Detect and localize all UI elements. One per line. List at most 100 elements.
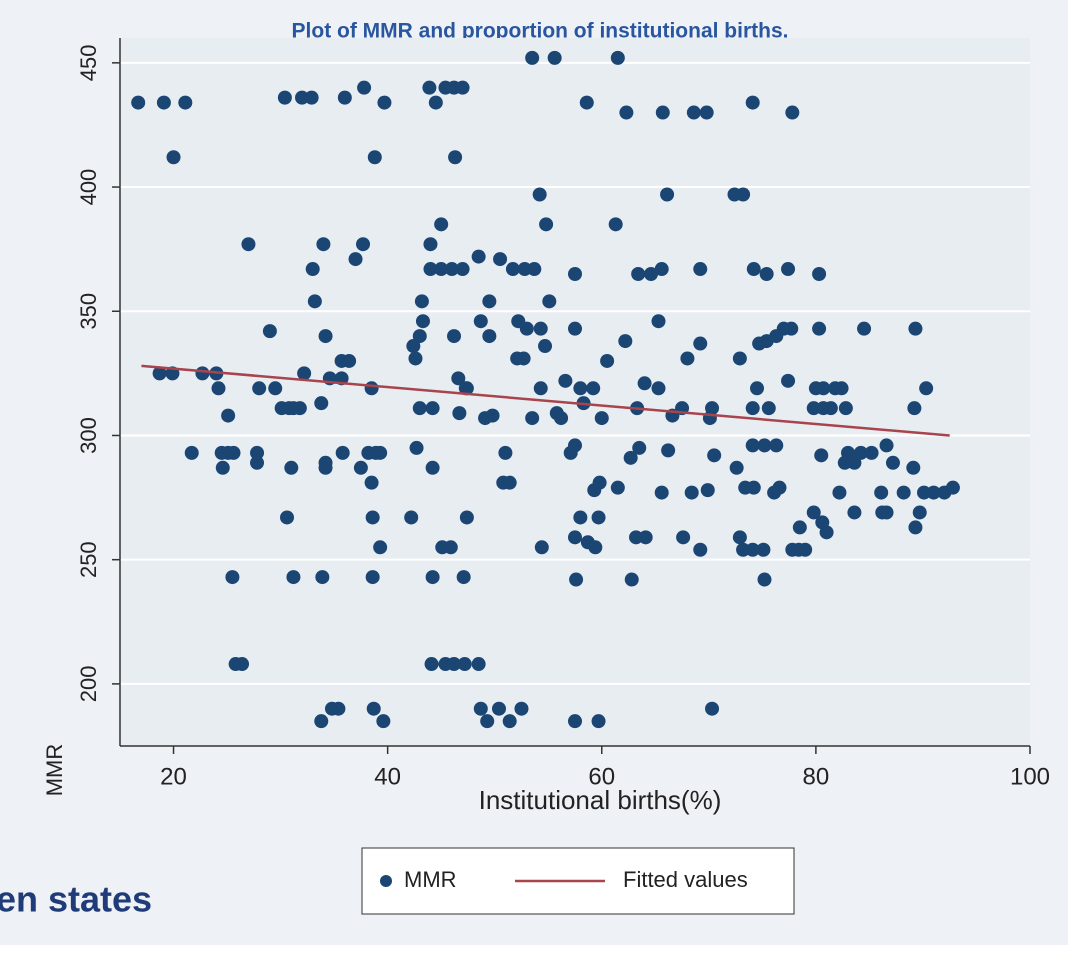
scatter-point [781, 262, 796, 277]
scatter-point [637, 376, 652, 391]
scatter-point [684, 485, 699, 500]
scatter-point [455, 80, 470, 95]
scatter-point [455, 262, 470, 277]
scatter-point [250, 455, 265, 470]
scatter-point [404, 510, 419, 525]
scatter-point [250, 445, 265, 460]
scatter-point [732, 351, 747, 366]
scatter-point [757, 572, 772, 587]
scatter-point [651, 314, 666, 329]
scatter-point [473, 701, 488, 716]
x-tick-label: 40 [374, 763, 401, 790]
scatter-point [864, 445, 879, 460]
scatter-point [482, 294, 497, 309]
scatter-point [517, 262, 532, 277]
scatter-point [756, 542, 771, 557]
scatter-point [337, 90, 352, 105]
scatter-point [806, 401, 821, 416]
scatter-point [568, 267, 582, 281]
scatter-point [608, 217, 623, 232]
scatter-point [367, 150, 382, 165]
scatter-point [527, 262, 542, 277]
scatter-point [215, 460, 230, 475]
scatter-point [618, 334, 633, 349]
scatter-point [693, 336, 708, 351]
scatter-point [781, 373, 796, 388]
scatter-point [586, 381, 601, 396]
scatter-point [814, 448, 829, 463]
scatter-point [502, 714, 517, 729]
scatter-point [485, 408, 500, 423]
scatter-point [945, 480, 960, 495]
y-axis-label: MMR [42, 744, 67, 797]
scatter-point [680, 351, 695, 366]
scatter-point [318, 329, 333, 344]
scatter-point [588, 540, 603, 555]
scatter-point [335, 445, 350, 460]
scatter-point [729, 460, 744, 475]
scatter-point [297, 366, 312, 381]
scatter-point [538, 339, 553, 354]
background-text: en states [0, 879, 152, 920]
scatter-point [847, 505, 862, 520]
scatter-point [769, 438, 784, 453]
scatter-point [412, 401, 427, 416]
scatter-point [451, 371, 466, 386]
scatter-point [459, 381, 474, 396]
scatter-point [700, 483, 715, 498]
scatter-point [568, 321, 582, 336]
scatter-point [699, 105, 714, 120]
scatter-point [314, 714, 329, 729]
scatter-point [655, 105, 670, 120]
scatter-point [917, 485, 932, 500]
scatter-point [357, 80, 372, 95]
scatter-point [342, 353, 357, 368]
scatter-point [491, 701, 506, 716]
scatter-point [364, 475, 379, 490]
x-tick-label: 80 [803, 763, 830, 790]
scatter-point [425, 570, 440, 585]
scatter-point [629, 530, 644, 545]
scatter-point [452, 406, 467, 421]
scatter-point [554, 411, 569, 426]
scatter-point [906, 460, 921, 475]
scatter-point [502, 475, 517, 490]
scatter-point [406, 339, 421, 354]
scatter-point [408, 351, 423, 366]
scatter-point [745, 95, 760, 110]
scatter-point [919, 381, 934, 396]
scatter-point [908, 321, 923, 336]
y-tick-label: 400 [76, 169, 101, 206]
scatter-point [409, 440, 424, 455]
scatter-point [784, 321, 799, 336]
scatter-point [798, 542, 813, 557]
scatter-point [907, 401, 922, 416]
scatter-point [573, 381, 588, 396]
scatter-point [568, 714, 582, 729]
scatter-point [732, 530, 747, 545]
scatter-point [252, 381, 267, 396]
scatter-point [314, 396, 329, 411]
scatter-point [823, 401, 838, 416]
scatter-point [816, 381, 831, 396]
scatter-point [547, 50, 562, 65]
scatter-point [373, 445, 388, 460]
scatter-point [318, 460, 333, 475]
legend-label: Fitted values [623, 867, 748, 892]
scatter-point [806, 505, 821, 520]
scatter-point [736, 187, 751, 202]
scatter-point [558, 373, 573, 388]
scatter-point [434, 262, 449, 277]
scatter-point [448, 150, 463, 165]
scatter-point [365, 570, 380, 585]
scatter-point [745, 401, 760, 416]
scatter-point [447, 657, 462, 672]
scatter-point [610, 480, 625, 495]
scatter-point [745, 438, 760, 453]
scatter-point [693, 542, 708, 557]
scatter-point [772, 480, 787, 495]
scatter-point [591, 714, 606, 729]
scatter-point [785, 105, 800, 120]
scatter-point [534, 540, 549, 555]
scatter-point [619, 105, 634, 120]
